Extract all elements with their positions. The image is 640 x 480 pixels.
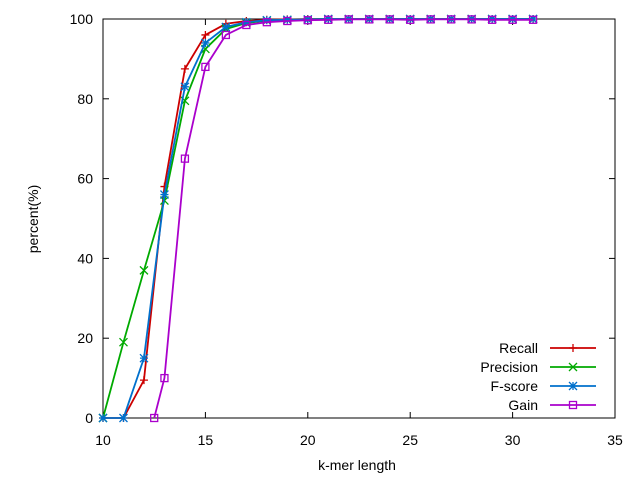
f-score-point xyxy=(200,38,210,48)
legend-marker-f-score xyxy=(568,381,578,391)
legend-label-recall: Recall xyxy=(499,340,538,356)
f-score-point xyxy=(221,22,231,32)
legend: Recall Precision F-score Gain xyxy=(480,340,596,413)
y-tick-label: 40 xyxy=(77,250,93,266)
series-layer xyxy=(98,14,538,423)
gain-point xyxy=(242,20,251,30)
legend-marker-recall xyxy=(569,344,577,352)
legend-label-f-score: F-score xyxy=(491,378,539,394)
y-tick-label: 80 xyxy=(77,91,93,107)
gain-point xyxy=(467,15,476,24)
y-tick-label: 0 xyxy=(85,410,93,426)
gain-point xyxy=(344,15,353,24)
legend-label-precision: Precision xyxy=(480,359,538,375)
f-score-point xyxy=(119,413,128,423)
recall-point xyxy=(180,64,189,73)
f-score-point xyxy=(139,353,149,363)
x-tick-label: 35 xyxy=(607,432,623,448)
precision-line xyxy=(102,18,534,419)
gain-point xyxy=(283,16,292,26)
precision-point xyxy=(139,265,149,275)
gain-point xyxy=(160,373,169,383)
y-tick-label: 20 xyxy=(77,330,93,346)
gain-point xyxy=(303,16,312,25)
x-tick-label: 30 xyxy=(505,432,521,448)
f-score-point xyxy=(159,190,169,200)
gain-point xyxy=(447,15,456,24)
series-f-score xyxy=(98,14,538,423)
gain-line xyxy=(153,18,534,419)
gain-point xyxy=(426,15,435,24)
f-score-point xyxy=(282,15,292,25)
f-score-point xyxy=(262,15,272,25)
x-tick-label: 15 xyxy=(198,432,214,448)
gain-point xyxy=(385,15,394,24)
y-tick-label: 60 xyxy=(77,171,93,187)
legend-marker-precision xyxy=(568,362,578,372)
x-tick-label: 25 xyxy=(402,432,418,448)
series-gain xyxy=(150,15,538,423)
gain-point xyxy=(262,18,271,27)
f-score-line xyxy=(103,18,534,419)
f-score-point xyxy=(180,82,190,92)
gain-point xyxy=(180,154,190,163)
recall-point xyxy=(201,30,210,39)
x-axis: 10 15 20 25 30 35 xyxy=(95,19,623,448)
f-score-point xyxy=(98,413,108,423)
gain-point xyxy=(365,15,374,24)
gain-point xyxy=(150,413,159,423)
x-tick-label: 20 xyxy=(300,432,316,448)
series-recall xyxy=(99,15,538,422)
gain-point xyxy=(406,15,415,24)
legend-label-gain: Gain xyxy=(508,397,538,413)
gain-point xyxy=(324,15,333,24)
gain-point xyxy=(201,62,210,72)
gain-point xyxy=(528,15,538,24)
y-axis-label: percent(%) xyxy=(25,185,41,253)
legend-marker-gain xyxy=(568,400,578,410)
recall-line xyxy=(103,18,534,419)
gain-point xyxy=(221,30,231,40)
x-axis-label: k-mer length xyxy=(318,457,396,473)
gain-point xyxy=(487,15,497,24)
precision-point xyxy=(119,337,128,347)
y-tick-label: 100 xyxy=(70,11,94,27)
recall-point xyxy=(139,376,148,385)
f-score-point xyxy=(241,17,251,27)
y-axis: 0 20 40 60 80 100 xyxy=(70,11,615,426)
gain-point xyxy=(508,15,517,24)
x-tick-label: 10 xyxy=(95,432,111,448)
series-precision xyxy=(98,14,538,423)
